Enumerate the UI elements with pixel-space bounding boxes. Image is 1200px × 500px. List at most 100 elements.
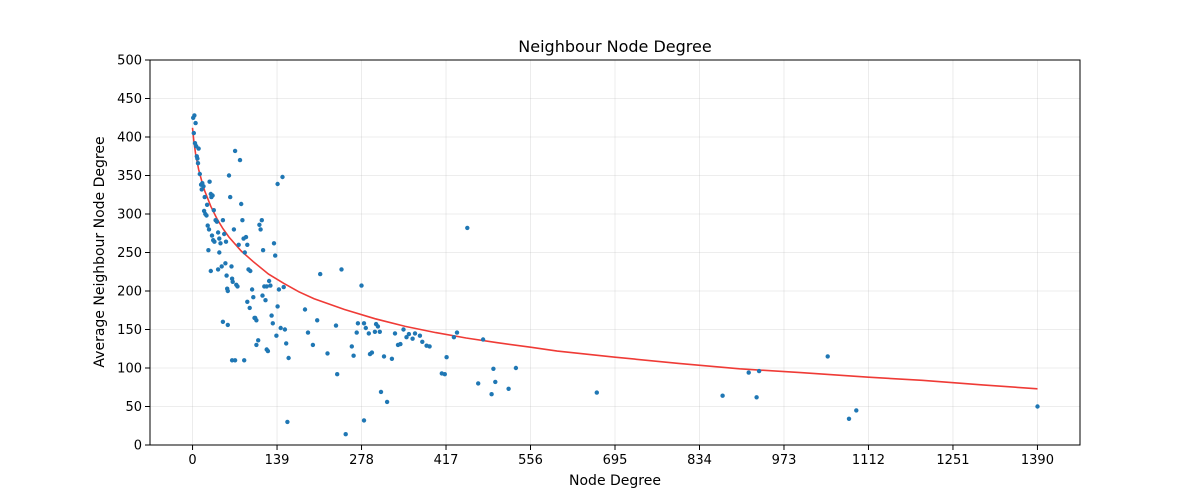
- fit-curve: [191, 127, 1038, 390]
- y-tick-label: 450: [117, 92, 142, 107]
- data-point: [195, 161, 201, 166]
- data-point: [192, 113, 197, 118]
- data-point: [392, 331, 398, 336]
- data-point: [454, 330, 460, 335]
- data-point: [206, 227, 212, 232]
- data-point: [361, 321, 367, 326]
- data-point: [201, 184, 206, 189]
- data-point: [218, 241, 223, 246]
- y-tick-label: 0: [134, 439, 142, 454]
- x-tick-label: 1390: [1021, 453, 1054, 468]
- data-point: [270, 321, 275, 326]
- data-point: [243, 234, 249, 240]
- data-point: [359, 283, 364, 288]
- data-point: [302, 307, 308, 312]
- data-point: [242, 358, 247, 363]
- data-point: [205, 223, 210, 228]
- data-point: [275, 304, 280, 309]
- data-point: [275, 181, 280, 187]
- data-point: [325, 351, 330, 356]
- data-point: [372, 329, 378, 334]
- data-point: [219, 264, 224, 269]
- data-point: [220, 218, 226, 223]
- data-point: [333, 323, 339, 328]
- data-point: [196, 146, 201, 151]
- data-point: [361, 418, 367, 423]
- data-point: [285, 419, 290, 425]
- x-tick-label: 695: [603, 453, 628, 468]
- data-point: [260, 293, 265, 298]
- data-point: [204, 213, 209, 218]
- data-point: [480, 337, 486, 342]
- data-point: [229, 264, 234, 269]
- data-point: [230, 279, 235, 284]
- data-point: [493, 379, 498, 385]
- data-point: [249, 287, 255, 292]
- data-point: [318, 271, 323, 277]
- data-point: [264, 284, 269, 289]
- data-point: [465, 225, 470, 231]
- data-point: [251, 295, 256, 300]
- y-tick-label: 350: [117, 169, 142, 184]
- data-point: [363, 325, 368, 331]
- data-point: [228, 194, 233, 200]
- data-point: [263, 298, 268, 303]
- x-tick-label: 139: [265, 453, 290, 468]
- x-tick-label: 556: [518, 453, 543, 468]
- data-point: [245, 299, 250, 304]
- data-point: [231, 227, 237, 232]
- data-point: [247, 305, 252, 311]
- data-point: [266, 278, 272, 284]
- data-point: [258, 227, 263, 232]
- data-point: [335, 372, 340, 377]
- data-point: [278, 325, 283, 331]
- data-point: [756, 368, 762, 374]
- data-point: [202, 194, 207, 200]
- data-point: [381, 354, 387, 359]
- data-point: [854, 408, 859, 413]
- data-point: [260, 248, 266, 253]
- data-point: [720, 393, 725, 398]
- data-point: [746, 370, 751, 375]
- data-point: [846, 416, 852, 421]
- data-point: [256, 338, 261, 343]
- data-point: [257, 222, 262, 227]
- data-point: [248, 268, 253, 274]
- data-point: [513, 365, 519, 371]
- x-tick-label: 0: [188, 453, 196, 468]
- y-tick-label: 100: [117, 362, 142, 377]
- data-point: [594, 390, 599, 395]
- data-point: [349, 344, 354, 349]
- data-point: [237, 157, 243, 163]
- data-point: [225, 322, 230, 328]
- data-point: [225, 288, 230, 294]
- scatter-points-layer: [191, 113, 1040, 437]
- data-point: [210, 193, 215, 198]
- data-point: [235, 284, 240, 289]
- data-point: [208, 268, 213, 274]
- data-point: [310, 342, 316, 348]
- data-point: [378, 389, 384, 395]
- data-point: [212, 239, 217, 244]
- chart-title: Neighbour Node Degree: [518, 37, 711, 56]
- data-point: [274, 333, 279, 338]
- y-axis-label: Average Neighbour Node Degree: [92, 136, 108, 367]
- data-point: [339, 267, 344, 272]
- data-point: [1035, 404, 1040, 409]
- data-point: [245, 242, 250, 247]
- x-tick-label: 417: [434, 453, 459, 468]
- data-point: [355, 321, 361, 326]
- data-point: [265, 348, 271, 354]
- data-point: [197, 171, 202, 177]
- data-point: [232, 148, 238, 154]
- y-tick-label: 200: [117, 285, 142, 300]
- data-point: [476, 381, 481, 386]
- data-point: [412, 331, 418, 336]
- data-point: [410, 336, 415, 341]
- x-tick-label: 973: [772, 453, 797, 468]
- data-point: [223, 239, 229, 244]
- x-axis-label: Node Degree: [569, 473, 661, 489]
- data-point: [220, 319, 226, 324]
- data-point: [315, 318, 320, 323]
